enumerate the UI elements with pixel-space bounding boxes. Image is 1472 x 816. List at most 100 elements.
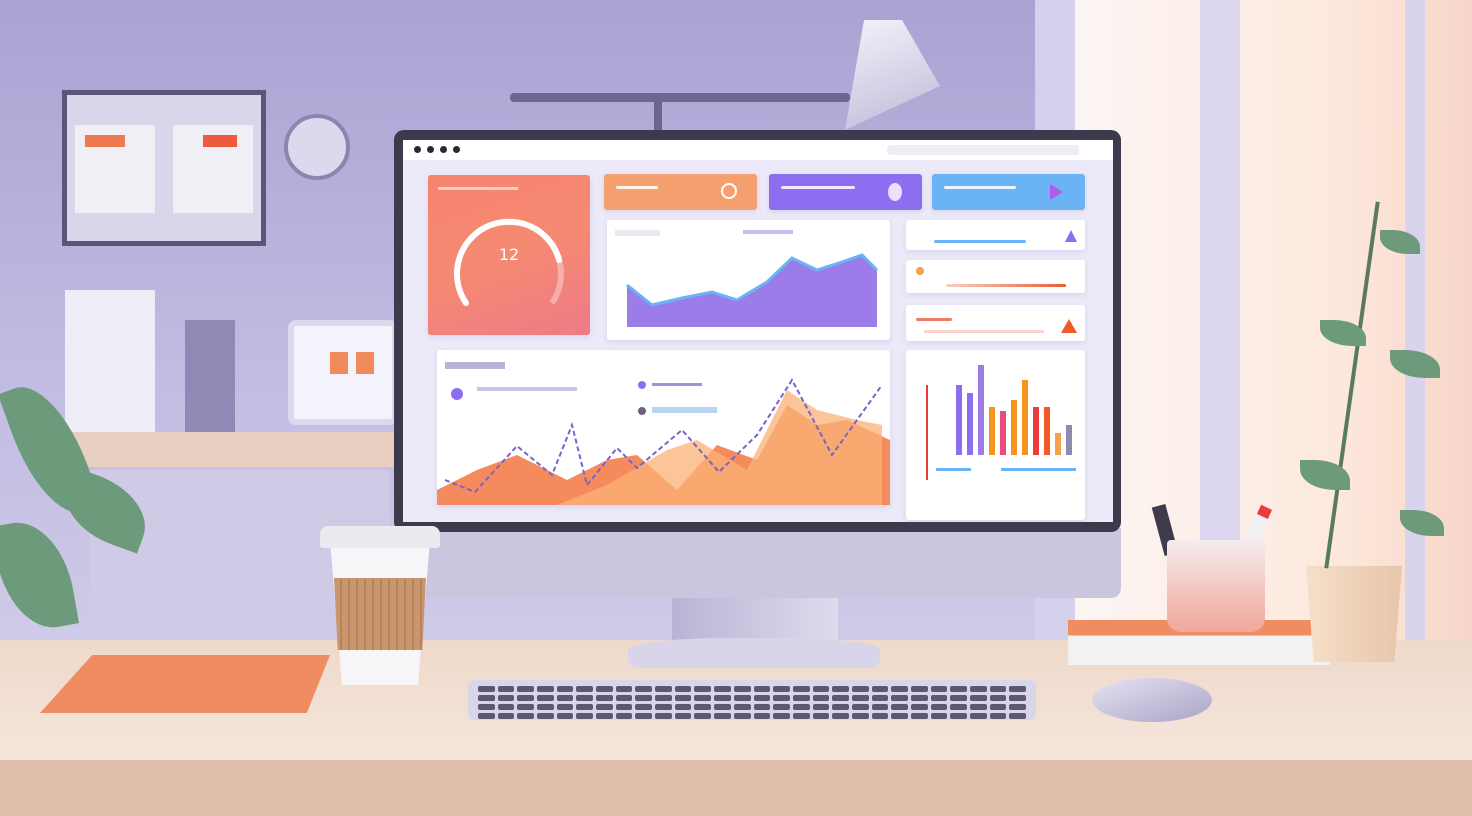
key[interactable]	[792, 704, 810, 710]
window-dot[interactable]	[414, 146, 421, 153]
key[interactable]	[871, 704, 889, 710]
window-dot[interactable]	[453, 146, 460, 153]
key[interactable]	[576, 704, 594, 710]
key[interactable]	[832, 686, 849, 692]
key[interactable]	[950, 686, 967, 692]
key[interactable]	[655, 695, 672, 701]
mouse[interactable]	[1092, 678, 1212, 722]
key[interactable]	[851, 713, 869, 719]
key[interactable]	[537, 695, 554, 701]
key[interactable]	[1009, 686, 1026, 692]
key[interactable]	[635, 695, 653, 701]
key[interactable]	[930, 686, 948, 692]
key[interactable]	[910, 686, 928, 692]
key[interactable]	[694, 695, 712, 701]
key[interactable]	[714, 686, 731, 692]
key[interactable]	[891, 704, 908, 710]
key[interactable]	[930, 713, 948, 719]
key[interactable]	[871, 686, 889, 692]
key[interactable]	[517, 704, 535, 710]
key[interactable]	[792, 695, 810, 701]
window-dot[interactable]	[427, 146, 434, 153]
key[interactable]	[773, 686, 790, 692]
key[interactable]	[694, 713, 712, 719]
key[interactable]	[969, 713, 987, 719]
key[interactable]	[674, 686, 692, 692]
progress-card[interactable]	[906, 305, 1085, 341]
key[interactable]	[497, 704, 515, 710]
key[interactable]	[635, 704, 653, 710]
key[interactable]	[556, 686, 574, 692]
key[interactable]	[478, 704, 495, 710]
key[interactable]	[655, 713, 672, 719]
key[interactable]	[714, 695, 731, 701]
key[interactable]	[753, 704, 771, 710]
key[interactable]	[891, 695, 908, 701]
key[interactable]	[556, 704, 574, 710]
key[interactable]	[694, 704, 712, 710]
gauge-card[interactable]: 12	[428, 175, 590, 335]
area-chart-card[interactable]	[607, 220, 890, 340]
key[interactable]	[989, 686, 1007, 692]
trend-chart-card[interactable]	[437, 350, 890, 505]
key[interactable]	[1009, 695, 1026, 701]
key[interactable]	[812, 686, 830, 692]
key[interactable]	[497, 686, 515, 692]
key[interactable]	[773, 713, 790, 719]
key[interactable]	[930, 704, 948, 710]
key[interactable]	[891, 686, 908, 692]
keyboard[interactable]	[468, 680, 1036, 720]
key[interactable]	[694, 686, 712, 692]
key[interactable]	[596, 695, 613, 701]
key[interactable]	[635, 713, 653, 719]
progress-card[interactable]	[906, 220, 1085, 250]
key[interactable]	[733, 695, 751, 701]
key[interactable]	[773, 695, 790, 701]
key[interactable]	[792, 713, 810, 719]
key[interactable]	[576, 713, 594, 719]
key[interactable]	[478, 695, 495, 701]
key[interactable]	[478, 713, 495, 719]
key[interactable]	[497, 695, 515, 701]
key[interactable]	[753, 695, 771, 701]
key[interactable]	[832, 695, 849, 701]
key[interactable]	[615, 713, 633, 719]
key[interactable]	[832, 713, 849, 719]
key[interactable]	[989, 704, 1007, 710]
key[interactable]	[950, 713, 967, 719]
kpi-card-orange[interactable]	[604, 174, 757, 210]
key[interactable]	[910, 695, 928, 701]
bar-chart-card[interactable]	[906, 350, 1085, 520]
key[interactable]	[478, 686, 495, 692]
key[interactable]	[930, 695, 948, 701]
key[interactable]	[851, 704, 869, 710]
key[interactable]	[851, 695, 869, 701]
key[interactable]	[517, 713, 535, 719]
key[interactable]	[812, 695, 830, 701]
key[interactable]	[674, 695, 692, 701]
key[interactable]	[674, 713, 692, 719]
key[interactable]	[576, 686, 594, 692]
key[interactable]	[517, 695, 535, 701]
key[interactable]	[871, 695, 889, 701]
key[interactable]	[812, 704, 830, 710]
key[interactable]	[615, 704, 633, 710]
key[interactable]	[1009, 713, 1026, 719]
key[interactable]	[576, 695, 594, 701]
key[interactable]	[556, 713, 574, 719]
key[interactable]	[556, 695, 574, 701]
key[interactable]	[537, 713, 554, 719]
key[interactable]	[851, 686, 869, 692]
key[interactable]	[655, 704, 672, 710]
key[interactable]	[655, 686, 672, 692]
key[interactable]	[989, 695, 1007, 701]
key[interactable]	[517, 686, 535, 692]
key[interactable]	[950, 704, 967, 710]
key[interactable]	[950, 695, 967, 701]
key[interactable]	[832, 704, 849, 710]
key[interactable]	[812, 713, 830, 719]
key[interactable]	[910, 704, 928, 710]
key[interactable]	[497, 713, 515, 719]
progress-card[interactable]	[906, 260, 1085, 293]
window-dot[interactable]	[440, 146, 447, 153]
